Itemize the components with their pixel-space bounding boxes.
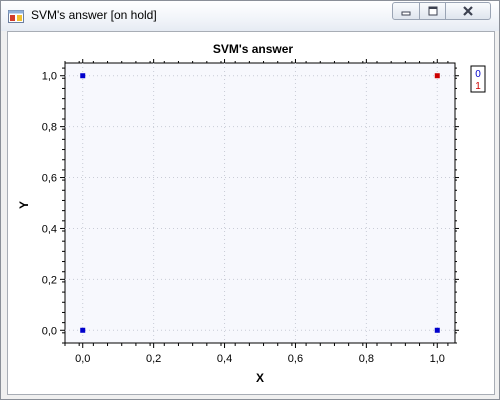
- title-bar[interactable]: SVM's answer [on hold]: [1, 1, 499, 31]
- axis-ticks: [60, 59, 459, 348]
- close-icon: [463, 6, 473, 16]
- x-tick-label: 0,8: [359, 353, 374, 365]
- minimize-icon: [401, 11, 411, 16]
- x-tick-label: 0,0: [75, 353, 90, 365]
- grid-lines: [65, 63, 455, 343]
- legend-box: [470, 65, 486, 93]
- chart-panel: SVM's answer 0,0 0,2 0,4 0,6 0,8 1,0 0,0 0,2 0,4…: [7, 31, 495, 395]
- data-point-series-0: [80, 327, 86, 333]
- data-point-series-0: [80, 73, 86, 79]
- plot-area[interactable]: [64, 62, 456, 344]
- app-icon: [8, 10, 24, 23]
- legend-entry-1: 1: [475, 81, 481, 92]
- x-tick-label: 0,4: [217, 353, 232, 365]
- data-point-series-0: [434, 327, 440, 333]
- maximize-button[interactable]: [419, 2, 446, 20]
- minimize-button[interactable]: [392, 2, 420, 20]
- x-tick-label: 1,0: [430, 353, 445, 365]
- chart-title: SVM's answer: [213, 42, 294, 56]
- y-tick-label: 0,2: [42, 274, 57, 286]
- legend-entry-0: 0: [475, 69, 481, 80]
- y-tick-label: 0,0: [42, 325, 57, 337]
- y-tick-label: 1,0: [42, 71, 57, 83]
- x-axis-label: X: [256, 371, 264, 385]
- x-tick-label: 0,6: [288, 353, 303, 365]
- y-tick-label: 0,8: [42, 122, 57, 134]
- tick-labels: 0,0 0,2 0,4 0,6 0,8 1,0 0,0 0,2 0,4 0,6 0,8 1,0: [42, 71, 445, 365]
- close-button[interactable]: [445, 2, 491, 20]
- scatter-chart[interactable]: SVM's answer 0,0 0,2 0,4 0,6 0,8 1,0 0,0 0,2 0,4…: [8, 32, 494, 394]
- legend: 0 1: [470, 65, 486, 93]
- maximize-icon: [428, 6, 437, 16]
- y-tick-label: 0,6: [42, 173, 57, 185]
- y-axis-label: Y: [17, 201, 31, 209]
- y-tick-label: 0,4: [42, 223, 57, 235]
- x-tick-label: 0,2: [146, 353, 161, 365]
- window-title: SVM's answer [on hold]: [31, 8, 157, 22]
- data-points: [80, 73, 440, 333]
- data-point-series-1: [434, 73, 440, 79]
